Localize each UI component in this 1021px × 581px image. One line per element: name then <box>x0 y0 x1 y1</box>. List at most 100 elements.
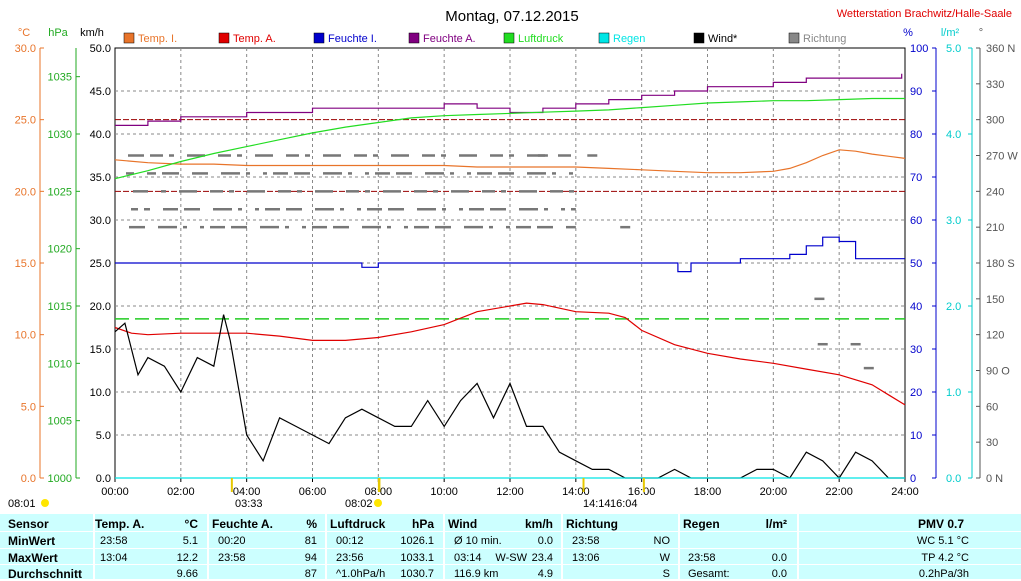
pressure-time: ^1.0hPa/h <box>336 568 386 580</box>
pressure-unit-label: hPa <box>48 27 68 39</box>
direction-tick-label: 210 <box>986 222 1004 234</box>
wind-tick-label: 30.0 <box>90 215 111 227</box>
wind-tick-label: 45.0 <box>90 86 111 98</box>
humidity-time: 00:20 <box>218 535 246 547</box>
humidity-tick-label: 10 <box>910 430 922 442</box>
header-label: Feuchte A. <box>212 517 273 531</box>
header-unit: hPa <box>411 517 434 531</box>
direction-tick-label: 90 O <box>986 366 1010 378</box>
header-unit: °C <box>184 517 198 531</box>
direction-value: W <box>659 552 670 564</box>
row-separator <box>0 548 1021 549</box>
temp-time: 13:04 <box>100 552 128 564</box>
legend-label: Richtung <box>803 33 846 45</box>
column-separator <box>678 514 680 579</box>
moonset-label: 14:14 <box>583 498 611 510</box>
humidity-tick-label: 80 <box>910 129 922 141</box>
column-separator <box>93 514 95 579</box>
temp-value: 12.2 <box>176 552 198 564</box>
x-tick-label: 12:00 <box>496 486 524 498</box>
legend-label: Wind* <box>708 33 738 45</box>
pressure-tick-label: 1025 <box>48 186 72 198</box>
header-label: Regen <box>683 517 720 531</box>
temp-outdoor-line <box>114 302 906 406</box>
direction-tick-label: 270 W <box>986 151 1018 163</box>
wind-line <box>114 314 905 479</box>
legend-swatch <box>313 32 325 44</box>
sun-icon <box>41 499 49 507</box>
header-unit: % <box>306 517 317 531</box>
temp-tick-label: 20.0 <box>15 186 36 198</box>
rain-tick-label: 1.0 <box>946 387 961 399</box>
humidity-value: 81 <box>304 535 317 547</box>
wind-value: 23.4 <box>531 552 553 564</box>
wind-tick-label: 50.0 <box>90 43 111 55</box>
weather-chart: 00:0002:0004:0006:0008:0010:0012:0014:00… <box>8 8 1018 510</box>
header-label: Richtung <box>566 517 618 531</box>
x-tick-label: 10:00 <box>430 486 458 498</box>
temp-indoor-line <box>114 149 906 174</box>
row-separator <box>0 564 1021 565</box>
x-tick-label: 14:00 <box>562 486 590 498</box>
direction-tick-label: 300 <box>986 115 1004 127</box>
x-tick-label: 04:00 <box>233 486 261 498</box>
rain-tick-label: 3.0 <box>946 215 961 227</box>
pressure-value: 1026.1 <box>400 535 434 547</box>
rain-value: 0.0 <box>771 568 787 580</box>
direction-value: S <box>662 568 670 580</box>
humidity-tick-label: 100 <box>910 43 928 55</box>
direction-tick-label: 30 <box>986 437 998 449</box>
wind-direction: W-SW <box>495 552 527 564</box>
temp-tick-label: 25.0 <box>15 115 36 127</box>
pmv-value: WC 5.1 °C <box>916 535 969 547</box>
header-label: Luftdruck <box>330 517 386 531</box>
humidity-value: 94 <box>304 552 317 564</box>
chart-title: Montag, 07.12.2015 <box>445 8 578 25</box>
humidity-unit-label: % <box>903 27 913 39</box>
pressure-time: 00:12 <box>336 535 364 547</box>
pressure-value: 1033.1 <box>400 552 434 564</box>
column-separator <box>561 514 563 579</box>
pressure-tick-label: 1000 <box>48 473 72 485</box>
rain-time: Gesamt: <box>688 568 730 580</box>
header-label: Wind <box>448 517 478 531</box>
legend-swatch <box>693 32 705 44</box>
temp-tick-label: 5.0 <box>21 401 36 413</box>
wind-time: 116.9 km <box>454 568 499 580</box>
humidity-tick-label: 40 <box>910 301 922 313</box>
wind-time: 03:14 <box>454 552 482 564</box>
header-label: PMV 0.7 <box>918 517 965 531</box>
direction-tick-label: 150 <box>986 294 1004 306</box>
temp-tick-label: 30.0 <box>15 43 36 55</box>
wind-tick-label: 0.0 <box>96 473 111 485</box>
x-tick-label: 06:00 <box>299 486 327 498</box>
pressure-tick-label: 1020 <box>48 244 72 256</box>
pmv-value: 0.2hPa/3h <box>918 568 969 580</box>
row-label: MaxWert <box>8 551 58 565</box>
header-unit: km/h <box>524 517 553 531</box>
wind-tick-label: 10.0 <box>90 387 111 399</box>
temp-tick-label: 10.0 <box>15 330 36 342</box>
legend-label: Luftdruck <box>518 33 564 45</box>
humidity-time: 23:58 <box>218 552 246 564</box>
sunrise-label: 08:01 <box>8 498 36 510</box>
humidity-tick-label: 60 <box>910 215 922 227</box>
wind-unit-label: km/h <box>80 27 104 39</box>
legend-swatch <box>408 32 420 44</box>
rain-time: 23:58 <box>688 552 716 564</box>
pmv-value: TP 4.2 °C <box>921 552 969 564</box>
direction-time: 23:58 <box>572 535 600 547</box>
temp-value: 9.66 <box>176 568 198 580</box>
station-name: Wetterstation Brachwitz/Halle-Saale <box>837 8 1012 20</box>
summary-table: Sensor Temp. A. °C Feuchte A.% Luftdruck hPa W… <box>0 514 1021 581</box>
rain-unit-label: l/m² <box>941 27 960 39</box>
pressure-value: 1030.7 <box>400 568 434 580</box>
humidity-indoor-line <box>115 236 905 273</box>
legend-swatch <box>123 32 135 44</box>
legend-swatch <box>788 32 800 44</box>
header-unit: l/m² <box>765 517 787 531</box>
moonrise-label: 03:33 <box>235 498 263 510</box>
temp-tick-label: 0.0 <box>21 473 36 485</box>
sunset-label: 16:04 <box>610 498 638 510</box>
legend-label: Feuchte I. <box>328 33 377 45</box>
